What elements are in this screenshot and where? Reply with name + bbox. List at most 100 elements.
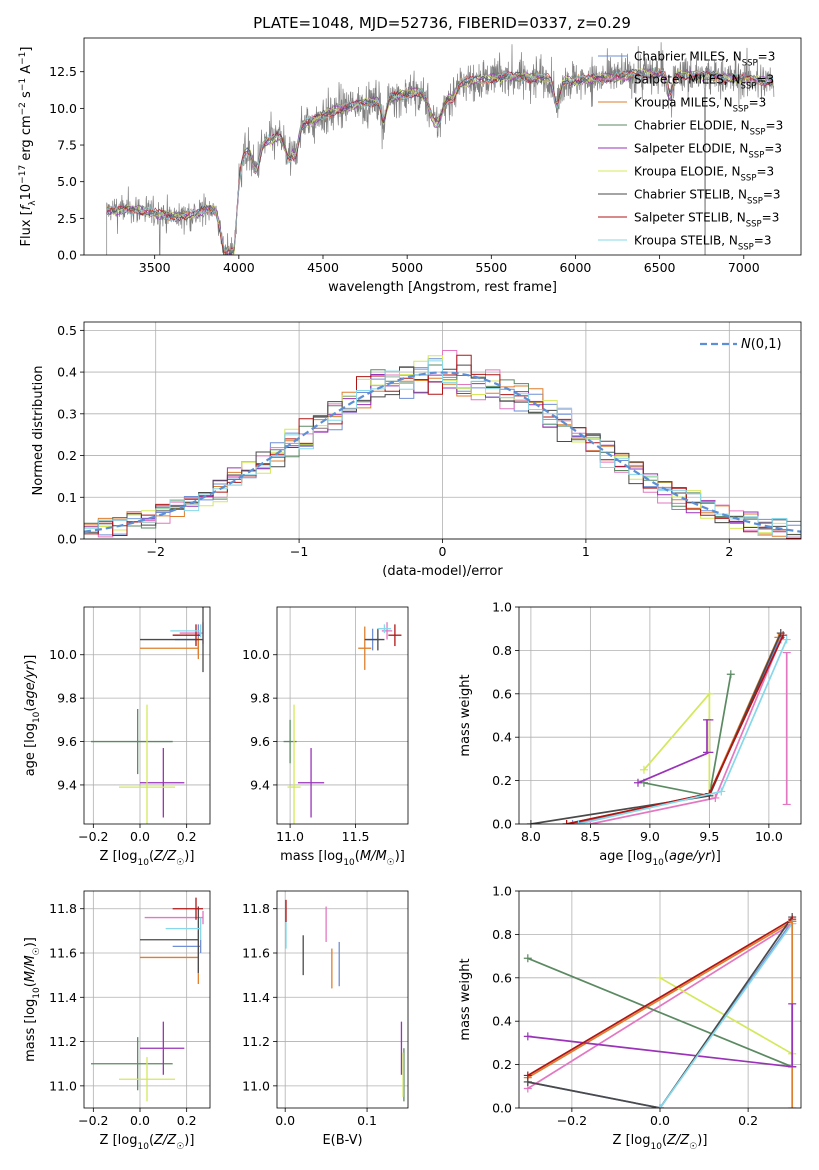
x-tick-label: −0.2 bbox=[557, 1113, 587, 1128]
legend-label-salpeter-miles: Salpeter MILES, NSSP=3 bbox=[634, 73, 774, 92]
axes-frame bbox=[83, 606, 211, 825]
y-tick-label: 9.4 bbox=[57, 777, 77, 792]
x-tick-label: 2 bbox=[725, 544, 733, 559]
weight-path bbox=[527, 918, 793, 1077]
x-tick-label: 0.2 bbox=[738, 1113, 758, 1128]
y-tick-label: 0.1 bbox=[57, 490, 77, 505]
y-tick-label: 0.2 bbox=[492, 1057, 512, 1072]
y-tick-label: 11.4 bbox=[242, 990, 270, 1005]
weight-marker bbox=[526, 820, 535, 824]
weight-marker bbox=[656, 973, 664, 982]
y-tick-label: 11.0 bbox=[49, 1078, 77, 1093]
errorbar-salpeter-elodie bbox=[297, 748, 325, 818]
weight-path bbox=[527, 1035, 793, 1068]
weight-marker bbox=[562, 820, 571, 824]
errorbar-chabrier-elodie bbox=[283, 719, 297, 764]
weight-path bbox=[590, 639, 782, 824]
y-axis-label: Flux [fλ10−17 erg cm−2 s−1 A−1] bbox=[18, 47, 38, 247]
y-tick-label: 0.6 bbox=[492, 970, 512, 985]
x-tick-label: −0.2 bbox=[78, 829, 108, 844]
weight-marker bbox=[656, 1104, 664, 1108]
x-axis-label: wavelength [Angstrom, rest frame] bbox=[328, 280, 557, 295]
weight-plot-age_weight bbox=[526, 629, 791, 824]
y-tick-label: 0.5 bbox=[57, 323, 77, 338]
y-tick-label: 1.0 bbox=[492, 884, 512, 899]
y-tick-label: 0.0 bbox=[492, 1101, 512, 1116]
errorbar-kroupa-elodie bbox=[119, 704, 175, 824]
x-tick-label: 0.0 bbox=[130, 1113, 150, 1128]
x-tick-label: −0.2 bbox=[78, 1113, 108, 1128]
x-tick-label: 4500 bbox=[307, 260, 339, 275]
y-axis-label: mass [log10(M/M☉)] bbox=[23, 937, 42, 1062]
x-axis-label: mass [log10(M/M☉)] bbox=[280, 849, 405, 868]
legend-label-reference: N(0,1) bbox=[741, 337, 782, 352]
errorbar-kroupa-miles bbox=[140, 930, 199, 984]
y-tick-label: 0.0 bbox=[57, 532, 77, 547]
y-tick-label: 10.0 bbox=[49, 647, 77, 662]
y-tick-label: 9.6 bbox=[250, 734, 270, 749]
legend-label-chabrier-elodie: Chabrier ELODIE, NSSP=3 bbox=[634, 119, 783, 138]
errorbar-plot-Z_age bbox=[91, 607, 204, 824]
x-tick-label: 0.0 bbox=[650, 1113, 670, 1128]
weight-path bbox=[643, 691, 711, 794]
y-tick-label: 2.5 bbox=[57, 211, 77, 226]
errorbar-kroupa-miles bbox=[358, 626, 372, 670]
y-tick-label: 10.0 bbox=[242, 647, 270, 662]
y-axis-label: mass weight bbox=[458, 958, 473, 1040]
weight-marker bbox=[639, 765, 648, 774]
axes-frame bbox=[83, 37, 802, 256]
errorbar-salpeter-miles bbox=[381, 622, 393, 640]
weight-marker bbox=[711, 793, 720, 802]
errorbar-kroupa-stelib bbox=[377, 624, 391, 634]
weight-line-kroupa-stelib bbox=[656, 919, 797, 1108]
x-tick-label: 10.0 bbox=[755, 829, 783, 844]
residual-legend: N(0,1) bbox=[700, 337, 782, 352]
y-tick-label: 0.4 bbox=[57, 365, 77, 380]
x-tick-label: 5500 bbox=[475, 260, 507, 275]
x-tick-label: 0 bbox=[439, 544, 447, 559]
weight-line-salpeter-elodie bbox=[633, 715, 714, 787]
y-tick-label: 11.2 bbox=[242, 1034, 270, 1049]
weight-marker bbox=[779, 631, 788, 640]
x-tick-label: 8.5 bbox=[580, 829, 600, 844]
weight-path bbox=[527, 922, 793, 1090]
weight-marker bbox=[523, 954, 532, 963]
model-line-salpeter-stelib bbox=[106, 70, 774, 254]
errorbar-chabrier-stelib bbox=[364, 628, 385, 651]
weight-path bbox=[566, 634, 784, 824]
axes-frame bbox=[276, 890, 409, 1109]
y-tick-label: 0.2 bbox=[492, 773, 512, 788]
errorbar-chabrier-elodie bbox=[91, 1037, 173, 1091]
weight-marker bbox=[523, 1071, 532, 1080]
x-axis-label: age [log10(age/yr)] bbox=[599, 849, 721, 868]
y-tick-label: 5.0 bbox=[57, 174, 77, 189]
y-tick-label: 0.4 bbox=[492, 730, 512, 745]
x-axis-label: Z [log10(Z/Z☉)] bbox=[613, 1133, 708, 1152]
weight-line-kroupa-stelib bbox=[574, 635, 791, 824]
errorbar-salpeter-miles bbox=[144, 910, 204, 925]
errorbar-chabrier-stelib bbox=[140, 607, 204, 673]
errorbar-salpeter-stelib bbox=[388, 624, 402, 647]
errorbar-kroupa-elodie bbox=[287, 704, 301, 824]
y-tick-label: 11.4 bbox=[49, 990, 77, 1005]
x-axis-label: Z [log10(Z/Z☉)] bbox=[100, 1133, 195, 1152]
weight-marker bbox=[726, 670, 735, 679]
y-tick-label: 0.0 bbox=[57, 248, 77, 263]
x-tick-label: 1 bbox=[582, 544, 590, 559]
x-tick-label: 5000 bbox=[391, 260, 423, 275]
figure-title: PLATE=1048, MJD=52736, FIBERID=0337, z=0… bbox=[253, 14, 631, 32]
histogram-plot bbox=[84, 350, 801, 539]
legend-label-chabrier-stelib: Chabrier STELIB, NSSP=3 bbox=[634, 188, 781, 207]
y-tick-label: 0.8 bbox=[492, 927, 512, 942]
weight-marker bbox=[717, 787, 726, 796]
y-tick-label: 0.2 bbox=[57, 448, 77, 463]
axes-spectrum: 3500 4000 4500 5000 5500 6000 6500 7000 0.0 2.5 5.… bbox=[18, 37, 802, 295]
y-tick-label: 11.8 bbox=[49, 901, 77, 916]
y-tick-label: 1.0 bbox=[492, 600, 512, 615]
axes-frame bbox=[83, 321, 802, 540]
weight-marker bbox=[782, 635, 791, 644]
x-tick-label: 11.0 bbox=[276, 829, 304, 844]
weight-path bbox=[659, 923, 793, 1108]
x-tick-label: 6500 bbox=[644, 260, 676, 275]
